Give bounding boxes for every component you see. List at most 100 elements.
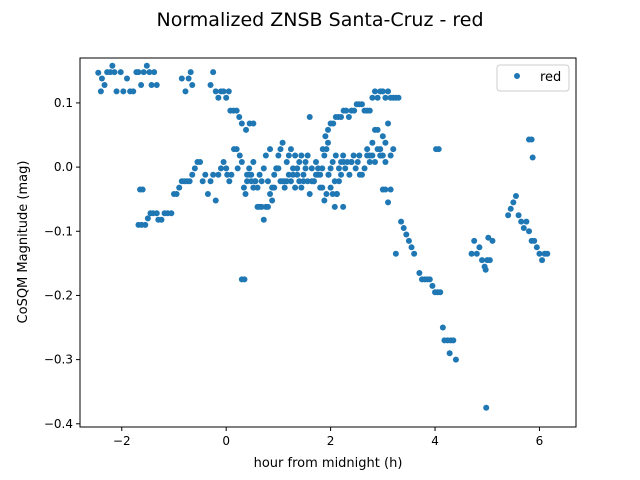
data-point: [300, 171, 307, 178]
chart-title: Normalized ZNSB Santa-Cruz - red: [156, 9, 483, 31]
data-point: [468, 250, 475, 257]
data-point: [292, 152, 299, 159]
data-point: [139, 186, 146, 193]
data-point: [101, 81, 108, 88]
data-point: [269, 184, 276, 191]
legend-label-red: red: [540, 70, 561, 85]
data-point: [294, 171, 301, 178]
data-point: [185, 75, 192, 82]
data-point: [379, 152, 386, 159]
data-point: [364, 152, 371, 159]
data-point: [292, 184, 299, 191]
data-point: [333, 191, 340, 198]
data-point: [207, 178, 214, 185]
data-point: [210, 69, 217, 76]
data-point: [287, 146, 294, 153]
data-point: [429, 282, 436, 289]
x-tick-label: 2: [327, 434, 335, 448]
data-point: [310, 178, 317, 185]
data-points: [95, 62, 551, 411]
data-point: [518, 218, 525, 225]
x-axis-ticks: −2 0 2 4 6: [113, 427, 543, 448]
data-point: [482, 266, 489, 273]
data-point: [243, 126, 250, 133]
data-point: [332, 152, 339, 159]
data-point: [371, 158, 378, 165]
data-point: [323, 191, 330, 198]
data-point: [322, 133, 329, 140]
data-point: [215, 171, 222, 178]
data-point: [302, 165, 309, 172]
data-point: [290, 165, 297, 172]
data-point: [510, 199, 517, 206]
x-axis-label: hour from midnight (h): [254, 456, 403, 471]
data-point: [331, 203, 338, 210]
data-point: [366, 158, 373, 165]
data-point: [223, 94, 230, 101]
data-point: [306, 114, 313, 121]
data-point: [346, 171, 353, 178]
data-point: [331, 178, 338, 185]
data-point: [130, 88, 137, 95]
data-point: [400, 225, 407, 232]
data-point: [258, 203, 265, 210]
data-point: [312, 158, 319, 165]
data-point: [244, 171, 251, 178]
data-point: [476, 244, 483, 251]
data-point: [260, 216, 267, 223]
data-point: [385, 120, 392, 127]
data-point: [238, 120, 245, 127]
data-point: [264, 178, 271, 185]
data-point: [350, 152, 357, 159]
data-point: [242, 191, 249, 198]
data-point: [304, 178, 311, 185]
data-point: [471, 237, 478, 244]
data-point: [340, 158, 347, 165]
data-point: [225, 88, 232, 95]
data-point: [123, 75, 130, 82]
data-point: [395, 94, 402, 101]
data-point: [342, 165, 349, 172]
data-point: [529, 154, 536, 161]
data-point: [520, 225, 527, 232]
data-point: [300, 178, 307, 185]
data-point: [437, 289, 444, 296]
data-point: [369, 94, 376, 101]
data-point: [236, 152, 243, 159]
data-point: [345, 114, 352, 121]
data-point: [151, 69, 158, 76]
data-point: [329, 191, 336, 198]
data-point: [452, 356, 459, 363]
data-point: [256, 171, 263, 178]
data-point: [191, 165, 198, 172]
data-point: [158, 216, 165, 223]
data-point: [325, 139, 331, 146]
data-point: [308, 165, 315, 172]
data-point: [275, 152, 282, 159]
data-point: [271, 171, 278, 178]
data-point: [264, 203, 271, 210]
data-point: [285, 171, 292, 178]
data-point: [319, 146, 326, 153]
data-point: [248, 178, 255, 185]
data-point: [505, 212, 512, 219]
data-point: [189, 171, 196, 178]
data-point: [321, 197, 328, 204]
y-tick-label: −0.4: [44, 417, 73, 431]
data-point: [283, 178, 290, 185]
data-point: [335, 165, 342, 172]
data-point: [269, 197, 276, 204]
data-point: [340, 152, 347, 159]
data-point: [296, 158, 303, 165]
data-point: [450, 337, 457, 344]
data-point: [202, 171, 209, 178]
x-tick-label: −2: [113, 434, 131, 448]
data-point: [405, 237, 412, 244]
data-point: [382, 158, 389, 165]
data-point: [111, 69, 118, 76]
data-point: [317, 171, 324, 178]
data-point: [244, 178, 251, 185]
data-point: [403, 231, 410, 238]
data-point: [217, 165, 224, 172]
y-tick-label: 0.1: [54, 96, 73, 110]
